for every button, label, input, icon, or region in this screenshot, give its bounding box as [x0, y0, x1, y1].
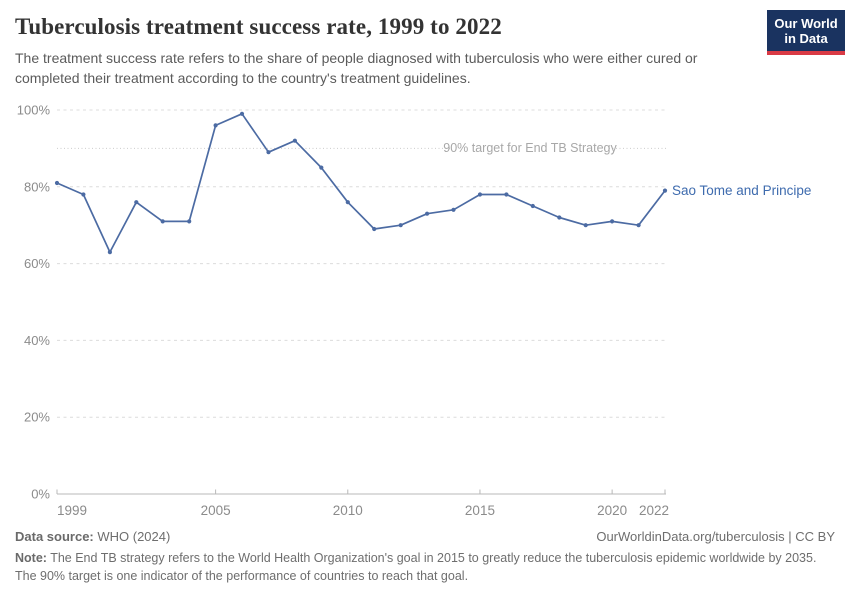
data-point-2020[interactable]: [610, 219, 615, 224]
y-tick-label-40: 40%: [24, 333, 50, 348]
chart-note: Note: The End TB strategy refers to the …: [15, 550, 831, 585]
x-tick-label-2010: 2010: [333, 503, 363, 518]
y-tick-label-100: 100%: [17, 103, 51, 118]
data-point-2006[interactable]: [239, 111, 245, 116]
data-point-2007[interactable]: [266, 150, 271, 155]
logo-line1: Our World: [774, 16, 838, 31]
data-source-value: WHO (2024): [93, 529, 171, 544]
chart-note-label: Note:: [15, 551, 47, 565]
logo-stripe: [767, 51, 845, 55]
data-point-2003[interactable]: [160, 219, 165, 224]
entity-label[interactable]: Sao Tome and Principe: [672, 183, 811, 198]
data-point-2001[interactable]: [107, 250, 112, 255]
data-source: Data source: WHO (2024): [15, 529, 170, 544]
logo-line2: in Data: [784, 31, 828, 46]
series-line: [56, 112, 666, 253]
y-tick-label-0: 0%: [31, 487, 50, 502]
data-point-2000[interactable]: [81, 192, 86, 197]
x-tick-label-2015: 2015: [465, 503, 495, 518]
data-point-2008[interactable]: [292, 138, 297, 143]
data-point-2021[interactable]: [636, 223, 641, 228]
owid-logo-text: Our World in Data: [767, 10, 845, 51]
data-point-2010[interactable]: [345, 200, 350, 205]
data-point-2015[interactable]: [477, 192, 483, 197]
data-point-2016[interactable]: [504, 192, 509, 197]
data-point-2019[interactable]: [583, 223, 588, 228]
page-title: Tuberculosis treatment success rate, 199…: [15, 14, 502, 39]
y-tick-label-80: 80%: [24, 179, 50, 194]
data-point-2018[interactable]: [557, 215, 562, 220]
chart-footer: Data source: WHO (2024) OurWorldinData.o…: [15, 529, 835, 585]
chart-note-value: The End TB strategy refers to the World …: [15, 551, 817, 583]
data-point-2013[interactable]: [425, 211, 430, 216]
data-point-2014[interactable]: [451, 207, 456, 212]
data-point-2022[interactable]: [662, 188, 668, 193]
data-point-2012[interactable]: [398, 223, 403, 228]
y-tick-label-60: 60%: [24, 256, 50, 271]
data-point-2005[interactable]: [213, 123, 218, 128]
data-point-1999[interactable]: [54, 180, 60, 186]
y-tick-label-20: 20%: [24, 410, 50, 425]
data-point-2011[interactable]: [372, 226, 377, 232]
x-tick-label-1999: 1999: [57, 503, 87, 518]
citation-link[interactable]: OurWorldinData.org/tuberculosis | CC BY: [596, 529, 835, 544]
owid-logo[interactable]: Our World in Data: [767, 10, 845, 55]
x-tick-label-2020: 2020: [597, 503, 627, 518]
data-point-2009[interactable]: [319, 165, 324, 170]
data-point-2002[interactable]: [134, 200, 139, 205]
chart-header: Tuberculosis treatment success rate, 199…: [15, 10, 850, 88]
data-point-2004[interactable]: [187, 219, 192, 224]
x-tick-label-2022: 2022: [639, 503, 669, 518]
target-line-label: 90% target for End TB Strategy: [443, 141, 617, 155]
chart-subtitle: The treatment success rate refers to the…: [15, 50, 698, 86]
source-row: Data source: WHO (2024) OurWorldinData.o…: [15, 529, 835, 544]
data-point-2017[interactable]: [530, 203, 535, 209]
x-tick-label-2005: 2005: [201, 503, 231, 518]
data-source-label: Data source:: [15, 529, 94, 544]
